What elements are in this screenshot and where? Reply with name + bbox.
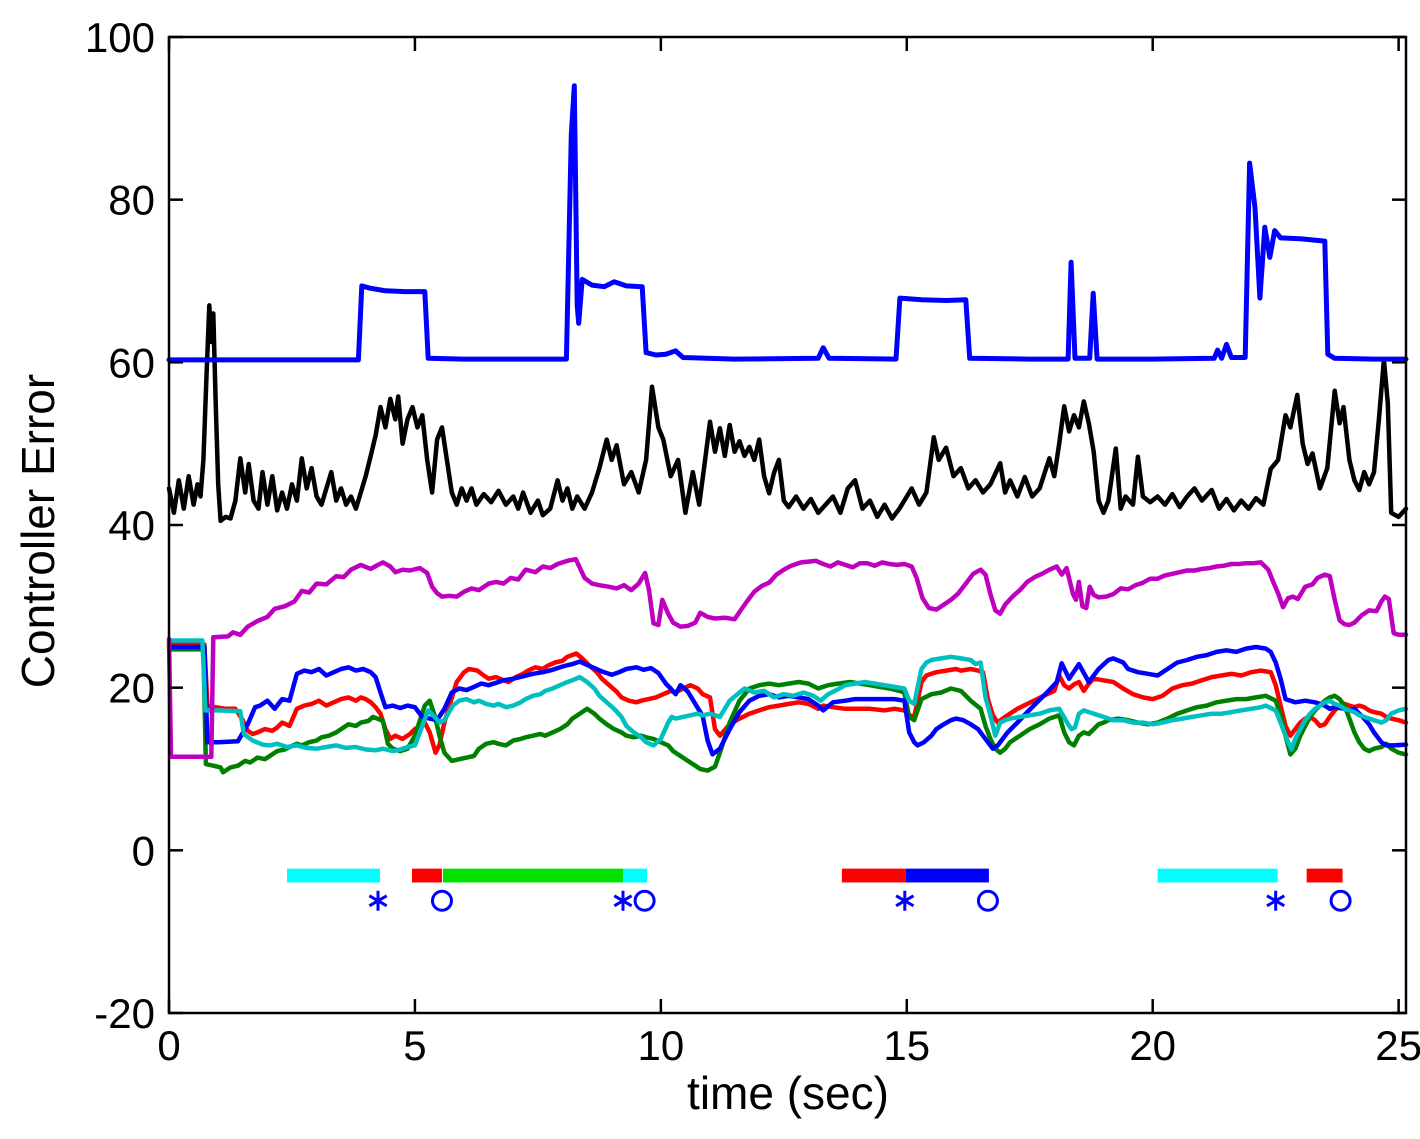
series-cyan-error-line (166, 638, 1409, 754)
x-tick-label: 5 (403, 1022, 426, 1069)
y-tick-label: 0 (132, 827, 155, 874)
series-black-error-line (166, 303, 1409, 524)
asterisk-marker (368, 890, 388, 911)
y-tick-label: -20 (94, 990, 155, 1037)
event-bar (1157, 868, 1278, 883)
x-axis-label: time (sec) (687, 1067, 889, 1119)
event-bar (905, 868, 989, 883)
series-red-error-line (166, 642, 1409, 755)
plot-border (167, 35, 1408, 1015)
event-bar (411, 868, 442, 883)
y-tick-label: 60 (108, 339, 155, 386)
circle-marker (430, 889, 453, 912)
x-tick-label: 15 (883, 1022, 930, 1069)
asterisk-marker (895, 890, 915, 911)
asterisk-marker (1266, 890, 1286, 911)
series-blue-reference-line (166, 83, 1409, 363)
series-blue-cluster-error-line (166, 644, 1409, 757)
x-tick-label: 20 (1129, 1022, 1176, 1069)
asterisk-marker (613, 890, 633, 911)
y-tick-label: 100 (85, 14, 155, 61)
circle-marker (633, 889, 656, 912)
event-bar (1306, 868, 1343, 883)
series-green-error-line (166, 647, 1409, 775)
y-tick-label: 80 (108, 177, 155, 224)
circle-marker (976, 889, 999, 912)
x-tick-label: 25 (1375, 1022, 1420, 1069)
x-tick-label: 0 (157, 1022, 180, 1069)
event-bar (287, 868, 381, 883)
y-axis-label: Controller Error (12, 373, 64, 689)
event-bar (841, 868, 906, 883)
series-magenta-error-line (166, 556, 1409, 760)
circle-marker (1329, 889, 1352, 912)
x-tick-label: 10 (637, 1022, 684, 1069)
event-bar (622, 868, 648, 883)
event-bar (442, 868, 623, 883)
y-tick-label: 20 (108, 665, 155, 712)
y-tick-label: 40 (108, 502, 155, 549)
